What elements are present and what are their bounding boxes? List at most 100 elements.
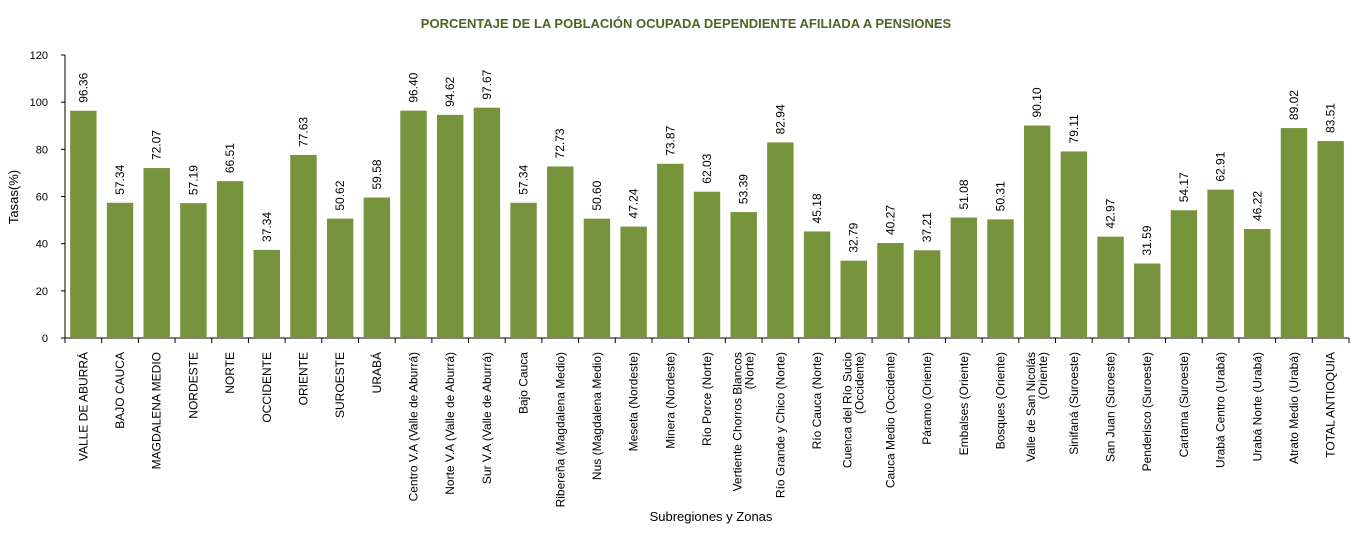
bar bbox=[1097, 236, 1124, 338]
x-tick-label: ORIENTE bbox=[296, 352, 310, 405]
data-label: 66.51 bbox=[223, 143, 237, 173]
x-tick-label: Sur V.A (Valle de Aburrá) bbox=[480, 352, 494, 484]
data-label: 31.59 bbox=[1140, 225, 1154, 255]
x-tick-label: Atrato Medio (Urabá) bbox=[1287, 352, 1301, 464]
data-labels: 96.36 57.34 72.07 57.19 66.51 37.34 77.63 50.62… bbox=[76, 69, 1337, 255]
bar bbox=[1317, 141, 1344, 338]
x-tick-label: Río Grande y Chico (Norte) bbox=[773, 352, 787, 498]
x-tick-label: NORDESTE bbox=[186, 352, 200, 419]
bar bbox=[106, 202, 134, 338]
data-label: 72.07 bbox=[150, 130, 164, 160]
x-tick-label: Bosques (Oriente) bbox=[993, 352, 1007, 449]
bar bbox=[950, 217, 978, 338]
data-label: 57.34 bbox=[517, 164, 531, 194]
bar bbox=[1134, 263, 1161, 338]
x-tick-label: Valle de San Nicolás bbox=[1024, 352, 1038, 462]
x-tick-label: (Oriente) bbox=[1036, 352, 1050, 399]
x-tick-label: Penderisco (Suroeste) bbox=[1140, 352, 1154, 471]
x-tick-label: Vertiente Chorros Blancos bbox=[731, 352, 745, 491]
data-label: 79.11 bbox=[1067, 114, 1081, 143]
x-tick-label: (Occidente) bbox=[853, 352, 867, 414]
bar bbox=[1060, 151, 1088, 338]
bar bbox=[70, 110, 97, 338]
data-label: 57.19 bbox=[186, 165, 200, 195]
y-axis: 0 20 40 60 80 100 120 bbox=[30, 50, 66, 345]
bar bbox=[693, 191, 721, 338]
x-tick-label: Nus (Magdalena Medio) bbox=[590, 352, 604, 480]
y-tick-label: 100 bbox=[30, 97, 48, 109]
bar bbox=[730, 212, 757, 338]
y-tick-label: 0 bbox=[42, 333, 48, 345]
data-label: 57.34 bbox=[113, 164, 127, 194]
bar bbox=[1244, 228, 1271, 338]
bar bbox=[1023, 125, 1051, 339]
data-label: 42.97 bbox=[1104, 198, 1118, 228]
bar bbox=[290, 154, 317, 338]
data-label: 77.63 bbox=[296, 117, 310, 147]
data-label: 62.91 bbox=[1214, 151, 1228, 181]
bar bbox=[180, 203, 207, 338]
bar bbox=[1170, 210, 1198, 338]
y-tick-label: 120 bbox=[30, 50, 48, 62]
bar bbox=[473, 107, 501, 338]
bar bbox=[436, 114, 464, 339]
bar bbox=[583, 218, 611, 338]
x-tick-label: SUROESTE bbox=[333, 352, 347, 418]
bar bbox=[767, 142, 794, 338]
x-tick-label: Centro V.A (Valle de Aburrá) bbox=[407, 352, 421, 501]
data-label: 37.34 bbox=[260, 212, 274, 242]
x-tick-label: Río Cauca (Norte) bbox=[810, 352, 824, 449]
chart-title: PORCENTAJE DE LA POBLACIÓN OCUPADA DEPEN… bbox=[420, 16, 952, 31]
bar bbox=[803, 231, 831, 338]
bar bbox=[216, 181, 244, 338]
x-tick-label: Minera (Nordeste) bbox=[663, 352, 677, 449]
data-label: 73.87 bbox=[663, 125, 677, 155]
data-label: 50.62 bbox=[333, 180, 347, 210]
x-tick-label: Río Porce (Norte) bbox=[700, 352, 714, 446]
data-label: 97.67 bbox=[480, 69, 494, 99]
data-label: 54.17 bbox=[1177, 172, 1191, 202]
data-label: 94.62 bbox=[443, 76, 457, 106]
data-label: 82.94 bbox=[773, 104, 787, 134]
data-label: 51.08 bbox=[957, 179, 971, 209]
data-label: 46.22 bbox=[1250, 191, 1264, 221]
x-tick-label: Cartama (Suroeste) bbox=[1177, 352, 1191, 457]
x-tick-label: BAJO CAUCA bbox=[113, 352, 127, 429]
bar bbox=[253, 249, 280, 338]
x-tick-label: Páramo (Oriente) bbox=[920, 352, 934, 445]
x-tick-label: TOTAL ANTIOQUIA bbox=[1324, 352, 1338, 458]
data-label: 90.10 bbox=[1030, 87, 1044, 117]
x-tick-label: MAGDALENA MEDIO bbox=[150, 352, 164, 469]
x-tick-label: Ribereña (Magdalena Medio) bbox=[553, 352, 567, 507]
x-tick-label: URABÁ bbox=[369, 352, 384, 393]
x-tick-label: Sinifaná (Suroeste) bbox=[1067, 352, 1081, 455]
x-tick-label: Urabá Centro (Urabá) bbox=[1214, 352, 1228, 468]
data-label: 47.24 bbox=[627, 188, 641, 218]
bar bbox=[326, 218, 354, 338]
x-tick-label: Cuenca del Río Sucio bbox=[841, 352, 855, 468]
data-label: 32.79 bbox=[847, 222, 861, 252]
bar bbox=[657, 163, 684, 338]
bar bbox=[1207, 189, 1234, 338]
y-tick-label: 60 bbox=[36, 192, 48, 204]
data-label: 40.27 bbox=[883, 205, 897, 235]
bar bbox=[840, 260, 867, 338]
y-axis-title: Tasas(%) bbox=[6, 170, 21, 224]
bars bbox=[70, 107, 1344, 339]
data-label: 50.60 bbox=[590, 180, 604, 210]
x-tick-label: Bajo Cauca bbox=[517, 352, 531, 414]
data-label: 45.18 bbox=[810, 193, 824, 223]
data-label: 37.21 bbox=[920, 212, 934, 242]
x-tick-label: OCCIDENTE bbox=[260, 352, 274, 423]
data-label: 59.58 bbox=[370, 159, 384, 189]
data-label: 72.73 bbox=[553, 128, 567, 158]
x-axis bbox=[64, 337, 1350, 343]
x-tick-label: San Juan (Suroeste) bbox=[1104, 352, 1118, 462]
data-label: 83.51 bbox=[1324, 103, 1338, 133]
bar bbox=[510, 202, 537, 338]
y-tick-label: 40 bbox=[36, 239, 48, 251]
bar bbox=[620, 226, 647, 338]
data-label: 53.39 bbox=[737, 174, 751, 204]
data-label: 89.02 bbox=[1287, 90, 1301, 120]
x-tick-label: NORTE bbox=[223, 352, 237, 394]
